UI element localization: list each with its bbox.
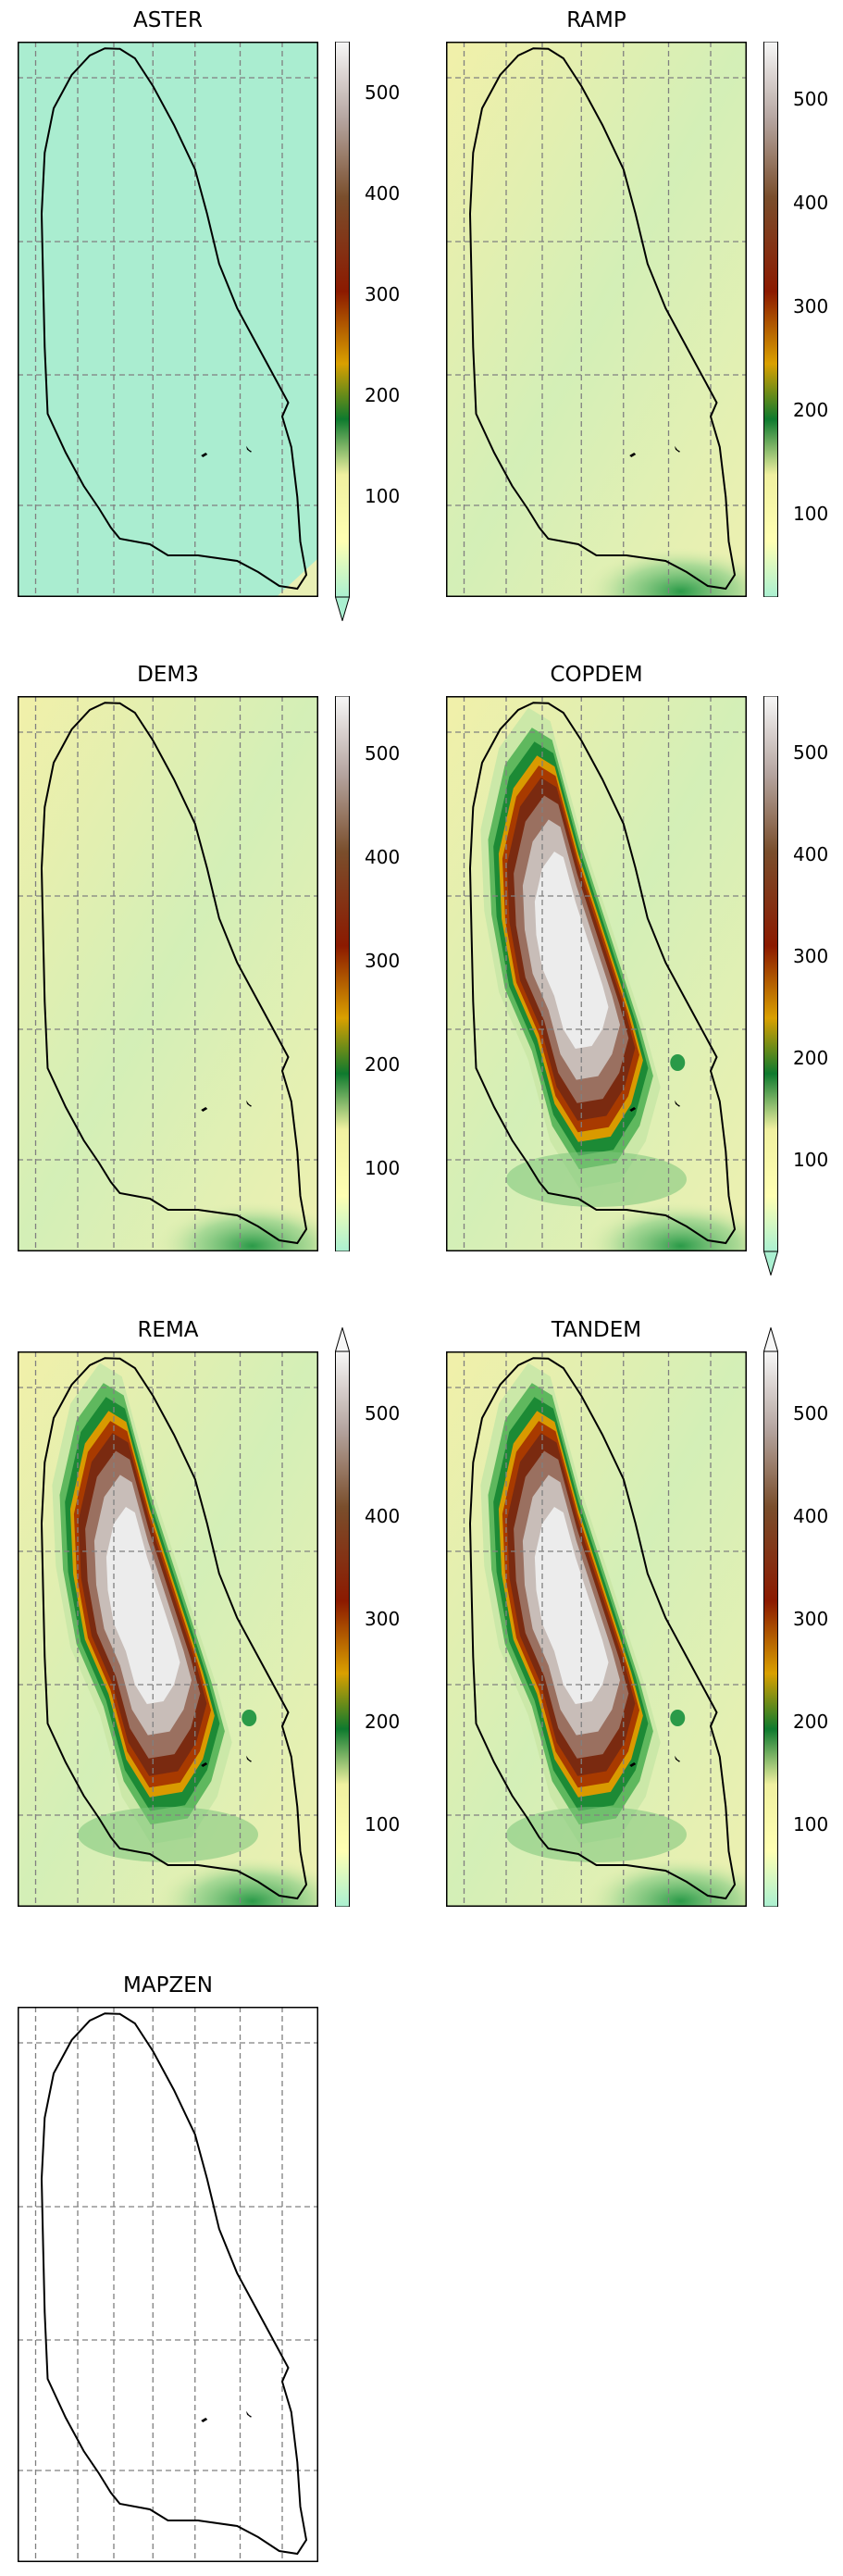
colorbar-tick-label: 400 [365,181,401,205]
colorbar-tick-label: 200 [793,1711,829,1733]
terrain-shading [18,696,318,1251]
colorbar-tick-label: 200 [365,1053,401,1076]
colorbar-tick-label: 100 [793,503,829,526]
colorbar-tick-label: 400 [365,845,401,868]
map-frame [446,696,747,1251]
colorbar-tick-label: 300 [793,944,829,967]
colorbar-tick-label: 200 [793,399,829,422]
colorbar-gradient [763,696,778,1252]
colorbar [763,1327,778,1907]
colorbar-tick-label: 300 [365,282,401,305]
colorbar [763,42,778,597]
small-island-feature [246,445,252,453]
elevation-contour-8 [105,1507,180,1704]
colorbar-tick-label: 500 [793,1401,829,1425]
islet-elevation [670,1054,686,1071]
map-frame [18,2007,318,2562]
terrain-background [18,2007,318,2562]
colorbar [335,42,350,621]
island-boundary [40,47,308,591]
map-frame [18,1351,318,1907]
colorbar-tick-label: 400 [365,1504,401,1527]
small-island-feature [675,1755,680,1762]
small-island-feature [629,453,637,457]
map-view [18,696,318,1251]
island-boundary [468,702,737,1245]
map-frame [18,696,318,1251]
small-island-feature [675,445,680,453]
small-island-feature [629,1107,637,1112]
small-island-feature [201,1107,208,1112]
small-island-feature [675,1100,680,1107]
islet-elevation [670,1710,686,1726]
colorbar-extend-min [763,1251,778,1276]
colorbar-gradient [763,1350,778,1907]
map-view [446,42,747,597]
islet-elevation [242,1710,257,1726]
colorbar-tick-label: 100 [365,1813,401,1836]
map-view [446,1351,747,1907]
colorbar-tick-label: 500 [365,741,401,765]
small-island-feature [246,2410,252,2418]
colorbar [335,696,350,1251]
panel-title: TANDEM [551,1318,642,1342]
map-view [446,696,747,1251]
colorbar-tick-label: 100 [365,1157,401,1180]
colorbar-tick-label: 500 [793,87,829,110]
panel-title: COPDEM [550,663,643,687]
colorbar-tick-label: 400 [793,1504,829,1527]
map-frame [446,42,747,597]
colorbar [763,696,778,1276]
terrain-background [18,42,318,597]
small-island-feature [629,1762,637,1767]
colorbar-extend-max [763,1327,778,1352]
island-boundary [40,702,308,1245]
panel-title: RAMP [566,8,626,32]
colorbar-tick-label: 500 [365,1401,401,1425]
colorbar-tick-label: 500 [365,81,401,104]
map-frame [446,1351,747,1907]
colorbar-tick-label: 400 [793,842,829,865]
small-island-feature [201,2418,208,2422]
colorbar-tick-label: 300 [793,1607,829,1630]
terrain-shading [446,42,747,597]
colorbar-extend-max [335,1327,350,1352]
colorbar-extend-min [335,596,350,621]
colorbar-tick-label: 500 [793,740,829,764]
panel-title: REMA [137,1318,199,1342]
colorbar-tick-label: 100 [793,1813,829,1836]
colorbar-tick-label: 100 [365,484,401,507]
colorbar-gradient [335,696,350,1251]
colorbar-gradient [335,42,350,598]
map-view [18,2007,318,2562]
colorbar-tick-label: 200 [365,1711,401,1733]
panel-title: DEM3 [137,663,199,687]
elevation-contour-8 [534,1507,609,1704]
panel-title: ASTER [133,8,203,32]
map-frame [18,42,318,597]
elevation-contour-8 [534,852,609,1049]
colorbar-tick-label: 200 [365,383,401,406]
colorbar-tick-label: 300 [793,294,829,317]
colorbar-tick-label: 400 [793,191,829,214]
map-view [18,42,318,597]
island-boundary [468,47,737,591]
colorbar-tick-label: 100 [793,1148,829,1171]
colorbar-tick-label: 300 [365,949,401,972]
small-island-feature [201,1762,208,1767]
small-island-feature [246,1755,252,1762]
small-island-feature [201,453,208,457]
colorbar-tick-label: 300 [365,1607,401,1630]
colorbar [335,1327,350,1907]
island-boundary [40,2012,308,2556]
island-boundary [40,1357,308,1900]
small-island-feature [246,1100,252,1107]
colorbar-gradient [763,42,778,597]
colorbar-gradient [335,1350,350,1907]
colorbar-tick-label: 200 [793,1046,829,1069]
panel-title: MAPZEN [123,1973,213,1997]
map-view [18,1351,318,1907]
island-boundary [468,1357,737,1900]
